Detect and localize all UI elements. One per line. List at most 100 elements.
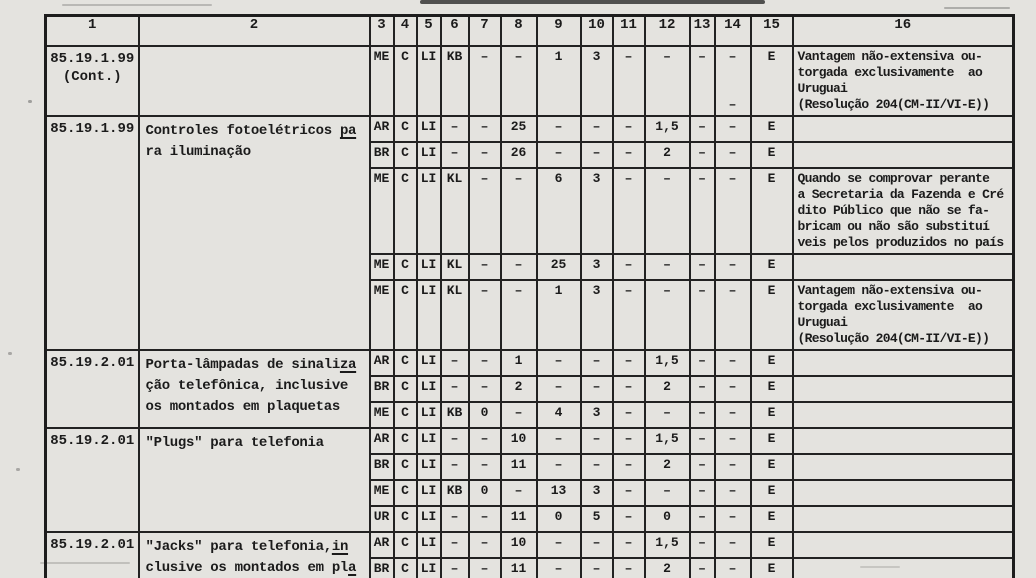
value-cell: – [535,348,582,377]
text-segment: os montados em plaquetas [145,398,341,415]
value-cell: – [611,478,646,507]
remark-line: Vantagem não-extensiva ou- [798,49,1009,65]
value-cell: LI [415,252,442,281]
value-cell: KB [439,478,470,507]
value-cell: – [535,426,582,455]
text-segment: torgada exclusivamente ao [797,298,983,314]
remark-line: a Secretaria da Fazenda e Cré [798,187,1009,203]
column-header-10: 10 [579,14,614,47]
code-line: 85.19.2.01 [48,432,137,450]
value-cell: C [392,252,418,281]
value-cell: 0 [643,504,691,533]
remark-cell [791,252,1015,281]
remark-line: Uruguai [798,81,1009,97]
value-cell: C [392,374,418,403]
remark-line: (Resolução 204(CM-II/VI-E)) [798,97,1009,113]
value-cell: – [499,478,538,507]
value-cell: – [499,278,538,351]
value-cell: 3 [579,478,614,507]
value-cell: 11 [499,504,538,533]
value-cell: – [713,348,752,377]
text-segment: Controles fotoelétricos [145,122,340,139]
text-segment: clusive os montados em pl [145,559,349,576]
value-cell: C [392,452,418,481]
value-cell: KB [439,44,470,117]
table-header: 1 2 3 4 5 6 7 8 9 10 11 12 13 14 15 16 [44,14,1015,47]
value-cell: – [439,348,470,377]
value-cell: E [749,278,794,351]
value-cell: – [713,114,752,143]
remark-cell [791,504,1015,533]
table-row: ME C LI KL – –25 3– – – – E [46,252,1015,281]
text-segment: (Resolução 204(CM-II/VI-E)) [797,330,990,346]
value-cell: – [688,452,716,481]
value-cell: 3 [579,44,614,117]
value-cell: 1,5 [643,426,691,455]
text-segment: in [331,538,349,555]
value-cell: – [499,400,538,429]
value-cell: C [392,478,418,507]
value-cell: E [749,556,794,578]
value-cell: – [579,140,614,169]
value-cell: 13 [535,478,582,507]
text-segment: 85.19.2.01 [50,432,135,449]
remark-cell [791,426,1015,455]
column-header-12: 12 [643,14,691,47]
text-segment: za [339,356,357,373]
remark-line: dito Público que não se fa- [798,203,1009,219]
value-cell: – [467,374,502,403]
column-header-11: 11 [611,14,646,47]
value-cell: – [688,252,716,281]
text-segment: pa [339,122,357,139]
value-cell: – [579,348,614,377]
remark-cell [791,452,1015,481]
value-cell: – [643,400,691,429]
value-cell: – [579,530,614,559]
text-segment: Porta-lâmpadas de sinali [145,356,341,373]
value-cell: 2 [643,556,691,578]
value-cell: C [392,556,418,578]
remark-line: Vantagem não-extensiva ou- [798,283,1009,299]
value-cell: C [392,504,418,533]
value-cell: – [439,374,470,403]
value-cell: – [579,426,614,455]
value-cell: 2 [643,374,691,403]
text-segment: 85.19.1.99 [50,50,135,67]
description-line: clusive os montados em pla [146,558,363,578]
text-segment: a Secretaria da Fazenda e Cré [797,186,1005,202]
table-row: BR C LI – –11– – –2– – E [46,452,1015,481]
remark-line: Quando se comprovar perante [798,171,1009,187]
value-cell: 11 [499,452,538,481]
value-cell: – [643,166,691,255]
value-cell: LI [415,400,442,429]
value-cell: 6 [535,166,582,255]
value-extra: – [728,96,737,112]
value-cell: LI [415,530,442,559]
scan-artifact [28,100,32,103]
value-cell: LI [415,114,442,143]
value-cell: LI [415,478,442,507]
table-row: 85.19.2.01 "Plugs" para telefonia AR C LI – –1… [44,426,1015,533]
value-cell: E [749,166,794,255]
column-header-7: 7 [467,14,502,47]
scan-artifact [16,468,20,471]
value-cell: LI [415,452,442,481]
column-header-13: 13 [688,14,716,47]
value-cell: 2 [499,374,538,403]
value-cell: – [467,166,502,255]
value-cell: ME [368,400,395,429]
value-cell: – [467,278,502,351]
value-cell: BR [368,140,395,169]
description-cell: "Jacks" para telefonia,in clusive os mont… [137,530,371,578]
value-cell: – [611,114,646,143]
value-cell: E [749,252,794,281]
value-cell: 4 [535,400,582,429]
value-cell: – – [713,44,752,117]
column-header-15: 15 [749,14,794,47]
value-cell: – [611,504,646,533]
remark-cell: Vantagem não-extensiva ou-torgada exclus… [791,278,1015,351]
nbm-code-cell: 85.19.1.99 (Cont.) [44,44,140,117]
value-cell: C [392,140,418,169]
value-cell: – [611,374,646,403]
